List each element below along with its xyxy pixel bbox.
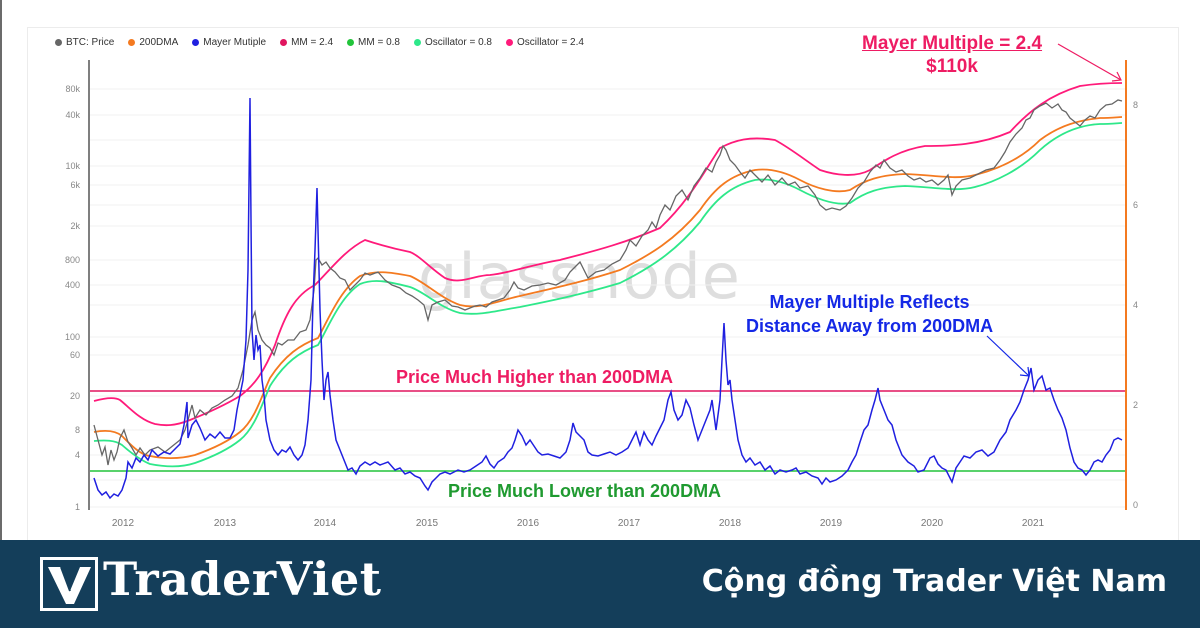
y-tick-right: 0 xyxy=(1133,500,1139,510)
x-tick: 2021 xyxy=(1021,518,1045,529)
200dma-line xyxy=(93,116,1123,460)
y-tick-left: 60 xyxy=(69,350,80,360)
y-tick-left: 6k xyxy=(70,180,80,190)
annotation-price-lower: Price Much Lower than 200DMA xyxy=(448,481,722,501)
legend-item-mm-0-8[interactable]: MM = 0.8 xyxy=(347,37,400,48)
chart-legend: BTC: Price 200DMA Mayer Mutiple MM = 2.4… xyxy=(55,37,584,48)
y-tick-left: 100 xyxy=(64,332,80,342)
oscillator-0-8-line xyxy=(93,122,1123,468)
legend-dot-icon xyxy=(192,39,200,46)
mayer-multiple-line xyxy=(93,97,1123,500)
y-tick-left: 40k xyxy=(65,110,80,120)
x-tick: 2016 xyxy=(516,518,540,529)
btc-price-line xyxy=(93,99,1123,466)
legend-item-mayer-multiple[interactable]: Mayer Mutiple xyxy=(192,37,266,48)
x-tick: 2019 xyxy=(819,518,843,529)
legend-item-btc-price[interactable]: BTC: Price xyxy=(55,37,114,48)
legend-dot-icon xyxy=(128,39,136,46)
y-tick-right: 6 xyxy=(1133,200,1139,210)
legend-dot-icon xyxy=(280,39,288,46)
y-tick-right: 4 xyxy=(1133,300,1139,310)
legend-item-200dma[interactable]: 200DMA xyxy=(128,37,178,48)
legend-label: Mayer Mutiple xyxy=(203,37,267,48)
x-tick: 2020 xyxy=(920,518,944,529)
legend-dot-icon xyxy=(347,39,355,46)
y-tick-left: 10k xyxy=(65,161,80,171)
legend-label: BTC: Price xyxy=(66,37,115,48)
annotation-mm-2-4: Mayer Multiple = 2.4 $110k xyxy=(862,32,1042,78)
legend-label: 200DMA xyxy=(139,37,179,48)
y-tick-left: 4 xyxy=(74,450,80,460)
oscillator-2-4-line xyxy=(93,82,1123,427)
brand-name[interactable]: TraderViet xyxy=(103,552,382,606)
annotation-mm-2-4-title: Mayer Multiple = 2.4 xyxy=(862,33,1043,54)
annotation-mayer-reflects: Mayer Multiple Reflects Distance Away fr… xyxy=(746,290,993,338)
annotation-price-higher: Price Much Higher than 200DMA xyxy=(396,367,674,387)
footer-banner: TraderViet Cộng đồng Trader Việt Nam xyxy=(0,540,1200,628)
y-tick-left: 8 xyxy=(74,425,80,435)
annotation-mm-2-4-price: $110k xyxy=(926,56,978,77)
annotation-arrow-blue xyxy=(986,335,1030,377)
legend-dot-icon xyxy=(55,39,62,46)
x-tick: 2015 xyxy=(415,518,439,529)
y-tick-left: 80k xyxy=(65,84,80,94)
legend-label: Oscillator = 0.8 xyxy=(425,37,492,48)
legend-dot-icon xyxy=(414,39,421,46)
y-tick-left: 400 xyxy=(64,280,80,290)
y-tick-left: 20 xyxy=(69,391,80,401)
legend-item-oscillator-0-8[interactable]: Oscillator = 0.8 xyxy=(414,37,492,48)
y-tick-right: 8 xyxy=(1133,100,1139,110)
tagline: Cộng đồng Trader Việt Nam xyxy=(701,564,1167,599)
x-tick: 2018 xyxy=(718,518,742,529)
y-tick-left: 2k xyxy=(70,221,80,231)
plot-area xyxy=(88,43,1127,510)
gridlines xyxy=(90,88,1125,508)
x-tick: 2017 xyxy=(617,518,641,529)
watermark: glassnode xyxy=(418,240,741,313)
x-tick: 2013 xyxy=(213,518,237,529)
x-tick: 2012 xyxy=(111,518,135,529)
y-tick-left: 1 xyxy=(74,502,80,512)
y-tick-right: 2 xyxy=(1133,400,1139,410)
legend-label: Oscillator = 2.4 xyxy=(516,37,584,48)
legend-dot-icon xyxy=(505,39,513,46)
y-tick-left: 800 xyxy=(64,255,80,265)
logo-icon[interactable] xyxy=(40,557,98,611)
annotation-arrow-top xyxy=(1057,43,1122,82)
legend-item-oscillator-2-4[interactable]: Oscillator = 2.4 xyxy=(505,37,584,48)
legend-label: MM = 0.8 xyxy=(358,37,400,48)
x-tick: 2014 xyxy=(313,518,337,529)
legend-item-mm-2-4[interactable]: MM = 2.4 xyxy=(280,37,333,48)
legend-label: MM = 2.4 xyxy=(291,37,334,48)
annotation-blue-line1: Mayer Multiple Reflects xyxy=(769,292,970,312)
annotation-blue-line2: Distance Away from 200DMA xyxy=(746,316,994,336)
